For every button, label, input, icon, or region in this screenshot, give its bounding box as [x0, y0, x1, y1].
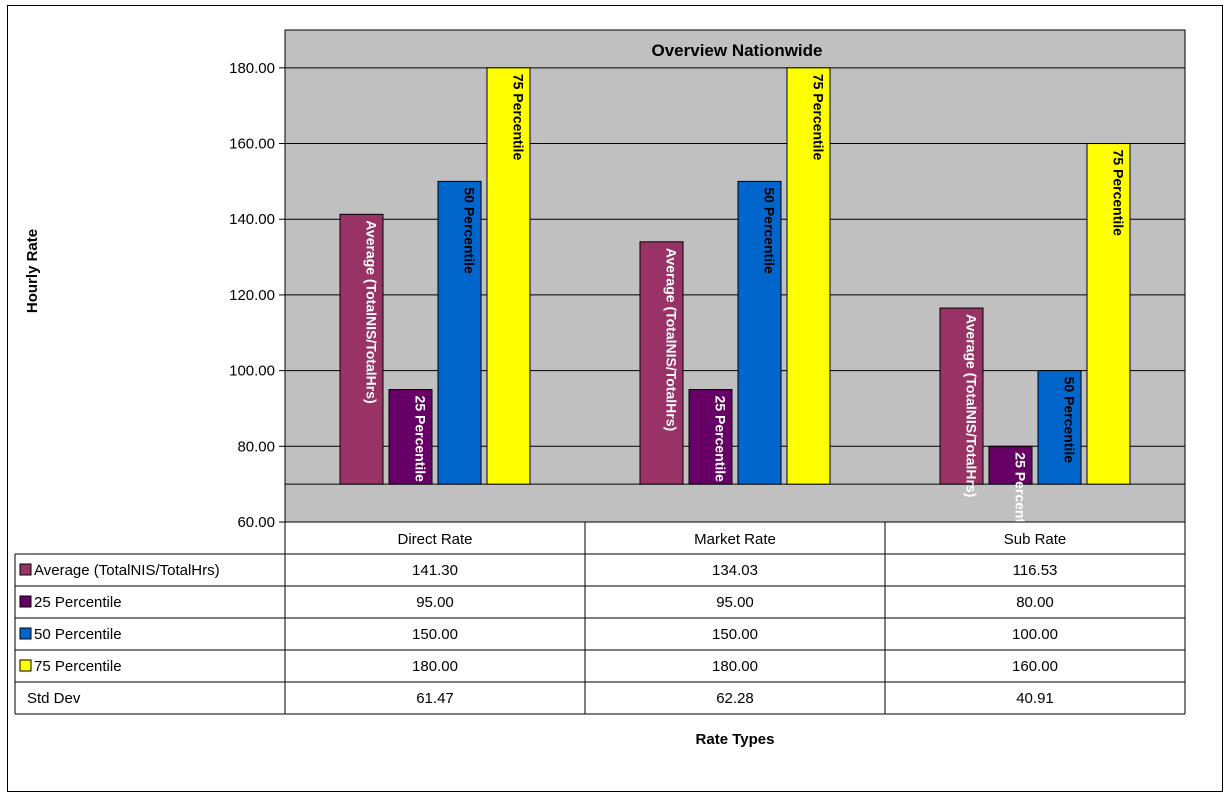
legend-entry: 50 Percentile [34, 626, 122, 643]
bar-series-label: 25 Percentile [413, 396, 429, 483]
data-table-value: 40.91 [1016, 690, 1054, 707]
bar [737, 180, 782, 485]
bar [388, 389, 433, 485]
category-label: Direct Rate [397, 531, 472, 548]
bar-series-label: 75 Percentile [1111, 150, 1127, 237]
legend-swatch [19, 563, 32, 576]
data-table-value: 80.00 [1016, 594, 1054, 611]
data-table-value: 160.00 [1012, 658, 1058, 675]
bar [939, 307, 984, 485]
y-tick-label: 120.00 [229, 287, 275, 304]
category-label: Market Rate [694, 531, 776, 548]
legend-swatch [19, 595, 32, 608]
bar [339, 213, 384, 485]
bar [988, 445, 1033, 485]
bar-series-label: 75 Percentile [811, 74, 827, 161]
chart-title: Overview Nationwide [652, 41, 823, 60]
x-axis-label: Rate Types [696, 731, 775, 748]
data-table-value: 150.00 [712, 626, 758, 643]
bar-series-label: 75 Percentile [511, 74, 527, 161]
legend-entry: 25 Percentile [34, 594, 122, 611]
data-table-value: 141.30 [412, 562, 458, 579]
bar-series-label: 25 Percentile [1013, 452, 1029, 539]
bar-series-label: Average (TotalNIS/TotalHrs) [664, 248, 680, 431]
data-table-value: 95.00 [716, 594, 754, 611]
bar-series-label: Average (TotalNIS/TotalHrs) [964, 314, 980, 497]
bar [688, 389, 733, 485]
data-table-value: 62.28 [716, 690, 754, 707]
data-table-value: 61.47 [416, 690, 454, 707]
y-tick-label: 60.00 [237, 514, 275, 531]
y-tick-label: 180.00 [229, 60, 275, 77]
legend-entry: Average (TotalNIS/TotalHrs) [34, 562, 220, 579]
y-axis-label: Hourly Rate [24, 229, 41, 313]
category-label: Sub Rate [1004, 531, 1067, 548]
legend-swatch [19, 627, 32, 640]
legend-swatch [19, 659, 32, 672]
bar [786, 67, 831, 485]
data-table-value: 134.03 [712, 562, 758, 579]
data-table-value: 100.00 [1012, 626, 1058, 643]
data-table-value: 95.00 [416, 594, 454, 611]
bar [437, 180, 482, 485]
legend-entry: 75 Percentile [34, 658, 122, 675]
bar-series-label: 50 Percentile [762, 187, 778, 274]
bar-series-label: 50 Percentile [1062, 377, 1078, 464]
bar [1086, 143, 1131, 485]
legend-entry: Std Dev [27, 690, 81, 707]
y-tick-label: 160.00 [229, 136, 275, 153]
data-table-value: 180.00 [412, 658, 458, 675]
bar-series-label: 25 Percentile [713, 396, 729, 483]
data-table-value: 116.53 [1013, 562, 1058, 579]
plot-area [284, 29, 1186, 523]
y-tick-label: 140.00 [229, 211, 275, 228]
bar-series-label: Average (TotalNIS/TotalHrs) [364, 220, 380, 403]
bar [1037, 370, 1082, 485]
y-tick-label: 100.00 [229, 363, 275, 380]
data-table-value: 180.00 [712, 658, 758, 675]
bar [486, 67, 531, 485]
bar [639, 241, 684, 485]
bar-series-label: 50 Percentile [462, 187, 478, 274]
data-table-value: 150.00 [412, 626, 458, 643]
y-tick-label: 80.00 [237, 438, 275, 455]
